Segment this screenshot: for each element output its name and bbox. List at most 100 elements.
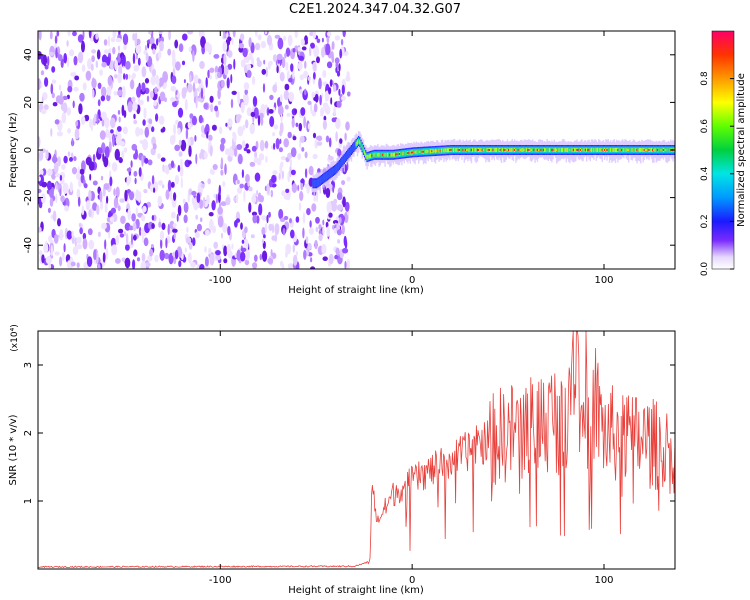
heatmap-noise-cell: [270, 189, 273, 198]
heatmap-track-inner: [664, 148, 666, 152]
heatmap-noise-cell: [114, 74, 118, 79]
heatmap-track-mid: [318, 178, 320, 186]
heatmap-noise-cell: [124, 257, 131, 269]
heatmap-noise-cell: [209, 218, 214, 231]
heatmap-noise-cell: [62, 95, 68, 101]
heatmap-noise-cell: [273, 124, 279, 130]
heatmap-noise-cell: [257, 192, 262, 202]
heatmap-noise-cell: [313, 72, 316, 80]
heatmap-noise-cell: [138, 128, 144, 136]
heatmap-noise-cell: [42, 54, 48, 67]
heatmap-track-inner: [616, 148, 618, 152]
heatmap-track-inner: [647, 148, 649, 152]
heatmap-noise-cell: [186, 226, 189, 233]
heatmap-noise-cell: [304, 88, 307, 96]
heatmap-noise-cell: [79, 168, 85, 175]
heatmap-noise-cell: [45, 149, 49, 160]
heatmap-noise-cell: [192, 237, 196, 247]
heatmap-noise-cell: [251, 145, 257, 152]
heatmap-noise-cell: [256, 57, 260, 63]
heatmap-noise-cell: [96, 252, 99, 264]
heatmap-noise-cell: [268, 211, 271, 218]
heatmap-noise-cell: [237, 91, 240, 103]
heatmap-noise-cell: [309, 46, 312, 57]
heatmap-track-inner: [546, 148, 548, 152]
heatmap-noise-cell: [136, 257, 141, 262]
heatmap-track-mid: [348, 149, 350, 157]
heatmap-noise-cell: [44, 65, 49, 70]
heatmap-track-inner: [634, 148, 636, 152]
snr-panel: -100 0 100 1 2 3 Height of straight line (km)…: [8, 324, 676, 596]
heatmap-noise-cell: [291, 117, 295, 128]
heatmap-noise-cell: [48, 235, 53, 243]
heatmap-axes: -100 0 100 -40 -20 0 20 40: [23, 31, 675, 286]
heatmap-noise-cell: [162, 126, 166, 132]
heatmap-track-inner: [594, 148, 596, 152]
heatmap-noise-cell: [188, 46, 192, 53]
heatmap-track-inner: [385, 152, 387, 157]
heatmap-noise-cell: [109, 176, 113, 187]
heatmap-track-inner: [613, 148, 615, 152]
heatmap-noise-cell: [306, 208, 311, 216]
heatmap-noise-cell: [342, 196, 346, 208]
heatmap-noise-cell: [185, 236, 192, 244]
heatmap-noise-cell: [239, 183, 244, 189]
heatmap-noise-cell: [220, 79, 225, 88]
heatmap-noise-cell: [241, 169, 244, 179]
heatmap-track-mid: [354, 142, 356, 149]
heatmap-noise-cell: [91, 78, 97, 89]
heatmap-noise-cell: [267, 61, 271, 70]
heatmap-noise-cell: [336, 100, 342, 108]
heatmap-noise-cell: [333, 198, 338, 204]
heatmap-noise-cell: [92, 154, 96, 162]
heatmap-noise-cell: [244, 259, 250, 266]
heatmap-track-inner: [638, 148, 641, 152]
heatmap-noise-cell: [273, 142, 276, 150]
heatmap-noise-cell: [284, 104, 289, 110]
heatmap-track-mid: [329, 170, 331, 178]
heatmap-noise-cell: [251, 211, 258, 216]
heatmap-track-mid: [342, 156, 344, 164]
heatmap-noise-cell: [264, 140, 269, 149]
heatmap-noise-cell: [237, 153, 243, 165]
heatmap-track-inner: [666, 148, 668, 152]
heatmap-noise-cell: [285, 47, 291, 57]
heatmap-noise-cell: [248, 186, 253, 192]
heatmap-noise-cell: [130, 160, 133, 168]
heatmap-noise-cell: [328, 137, 332, 148]
heatmap-noise-cell: [132, 33, 136, 41]
heatmap-noise-cell: [88, 31, 92, 39]
heatmap-noise-cell: [72, 246, 79, 256]
heatmap-noise-cell: [149, 248, 154, 257]
heatmap-track-inner: [563, 148, 565, 152]
heatmap-noise-cell: [341, 224, 345, 235]
heatmap-noise-cell: [111, 162, 118, 172]
heatmap-noise-cell: [48, 51, 55, 57]
heatmap-noise-cell: [173, 256, 177, 265]
heatmap-track-mid: [325, 172, 327, 180]
heatmap-noise-cell: [301, 147, 305, 152]
heatmap-noise-cell: [225, 196, 231, 206]
heatmap-noise-cell: [205, 77, 208, 88]
heatmap-ytick-label: 0: [23, 147, 34, 153]
snr-series-line: [38, 331, 675, 569]
snr-xtick-label: 100: [594, 575, 613, 586]
heatmap-noise-cell: [86, 256, 93, 267]
heatmap-track-inner: [598, 148, 600, 152]
heatmap-noise-cell: [178, 43, 184, 53]
heatmap-track-inner: [608, 148, 611, 152]
heatmap-noise-cell: [135, 44, 142, 54]
heatmap-noise-cell: [160, 238, 163, 249]
heatmap-noise-cell: [279, 138, 282, 144]
heatmap-noise-cell: [127, 101, 133, 113]
heatmap-noise-cell: [58, 84, 62, 91]
heatmap-noise-cell: [327, 31, 332, 37]
heatmap-noise-cell: [326, 226, 331, 237]
heatmap-noise-cell: [191, 115, 197, 126]
heatmap-track-inner: [366, 155, 368, 160]
heatmap-noise-cell: [159, 91, 166, 102]
heatmap-noise-cell: [55, 193, 58, 204]
heatmap-track-inner: [559, 148, 561, 152]
heatmap-noise-cell: [112, 31, 117, 38]
heatmap-track-inner: [518, 148, 521, 152]
